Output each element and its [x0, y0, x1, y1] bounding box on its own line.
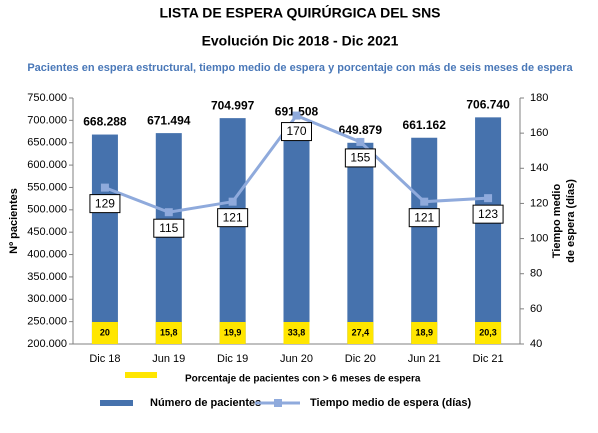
y-tick-label: 650.000: [27, 137, 67, 149]
bar: [91, 134, 118, 344]
y2-axis-label: de espera (días): [565, 179, 577, 263]
y2-tick-label: 180: [530, 92, 548, 104]
x-tick-label: Jun 21: [408, 353, 441, 365]
percent-label: 15,8: [160, 327, 178, 337]
percent-box: [155, 322, 182, 344]
legend-marker: [274, 399, 282, 407]
percent-label: 18,9: [415, 327, 433, 337]
legend-label: Tiempo medio de espera (días): [310, 397, 472, 409]
line-marker: [356, 137, 365, 146]
y-axis-label: Nº pacientes: [8, 188, 20, 254]
line-label-box: [472, 204, 504, 224]
line-marker: [292, 111, 301, 120]
x-tick-label: Jun 20: [280, 353, 313, 365]
bar-value-label: 706.740: [466, 98, 510, 112]
percent-label: 27,4: [352, 327, 370, 337]
y-tick-label: 550.000: [27, 181, 67, 193]
line-label-box: [217, 208, 249, 228]
x-tick-label: Jun 19: [152, 353, 185, 365]
y-tick-label: 450.000: [27, 226, 67, 238]
bar-value-label: 661.162: [403, 118, 447, 132]
y-tick-label: 200.000: [27, 338, 67, 350]
y2-tick-label: 40: [530, 338, 542, 350]
percent-box: [475, 322, 502, 344]
y-tick-label: 350.000: [27, 271, 67, 283]
line-marker: [484, 194, 493, 203]
line-label-box: [281, 122, 312, 142]
line-label-box: [89, 194, 121, 214]
line-value-label: 115: [159, 221, 178, 235]
line-marker: [228, 197, 237, 206]
bar-value-label: 704.997: [211, 98, 255, 112]
line-value-label: 121: [223, 210, 243, 224]
bar: [219, 118, 246, 344]
y-tick-label: 700.000: [27, 114, 67, 126]
legend-label: Porcentaje de pacientes con > 6 meses de…: [185, 374, 421, 385]
bar: [475, 117, 502, 344]
line-value-label: 121: [414, 210, 434, 224]
legend-swatch: [125, 372, 157, 378]
x-tick-label: Dic 20: [345, 353, 376, 365]
percent-label: 19,9: [224, 327, 242, 337]
bar-value-label: 691.508: [275, 104, 319, 118]
chart-title: LISTA DE ESPERA QUIRÚRGICA DEL SNS: [159, 4, 440, 21]
x-tick-label: Dic 18: [89, 353, 120, 365]
bar: [347, 142, 374, 344]
bar-value-label: 668.288: [83, 115, 127, 129]
y2-tick-label: 120: [530, 197, 548, 209]
y-tick-label: 750.000: [27, 92, 67, 104]
percent-box: [411, 322, 438, 344]
percent-box: [219, 322, 246, 344]
bar: [283, 124, 310, 345]
line-value-label: 170: [286, 124, 306, 138]
line-label-box: [344, 148, 376, 168]
x-tick-label: Dic 21: [472, 353, 503, 365]
line-marker: [420, 197, 429, 206]
x-tick-label: Dic 19: [217, 353, 248, 365]
percent-box: [283, 322, 310, 344]
bar-value-label: 671.494: [147, 113, 191, 127]
line-value-label: 129: [95, 196, 115, 210]
y-tick-label: 400.000: [27, 248, 67, 260]
y2-tick-label: 140: [530, 162, 548, 174]
bar: [411, 137, 438, 344]
y2-tick-label: 160: [530, 127, 548, 139]
y2-tick-label: 80: [530, 268, 542, 280]
line-label-box: [408, 208, 440, 228]
bar-value-label: 649.879: [339, 123, 383, 137]
percent-label: 20: [100, 327, 110, 337]
bar: [155, 133, 182, 344]
chart-caption: Pacientes en espera estructural, tiempo …: [27, 62, 573, 74]
y2-tick-label: 60: [530, 303, 542, 315]
percent-box: [91, 322, 118, 344]
percent-label: 20,3: [479, 327, 497, 337]
y-tick-label: 250.000: [27, 316, 67, 328]
legend-swatch: [100, 400, 133, 406]
line-value-label: 155: [350, 151, 370, 165]
line-marker: [100, 183, 109, 192]
y2-tick-label: 100: [530, 232, 548, 244]
y2-axis-label: Tiempo medio: [551, 184, 563, 259]
y-tick-label: 500.000: [27, 204, 67, 216]
line-marker: [164, 208, 173, 217]
chart-subtitle: Evolución Dic 2018 - Dic 2021: [202, 33, 399, 49]
line-value-label: 123: [478, 207, 498, 221]
line-label-box: [153, 218, 185, 238]
legend-label: Número de pacientes: [150, 397, 261, 409]
percent-box: [347, 322, 374, 344]
y-tick-label: 600.000: [27, 159, 67, 171]
y-tick-label: 300.000: [27, 293, 67, 305]
percent-label: 33,8: [288, 327, 306, 337]
